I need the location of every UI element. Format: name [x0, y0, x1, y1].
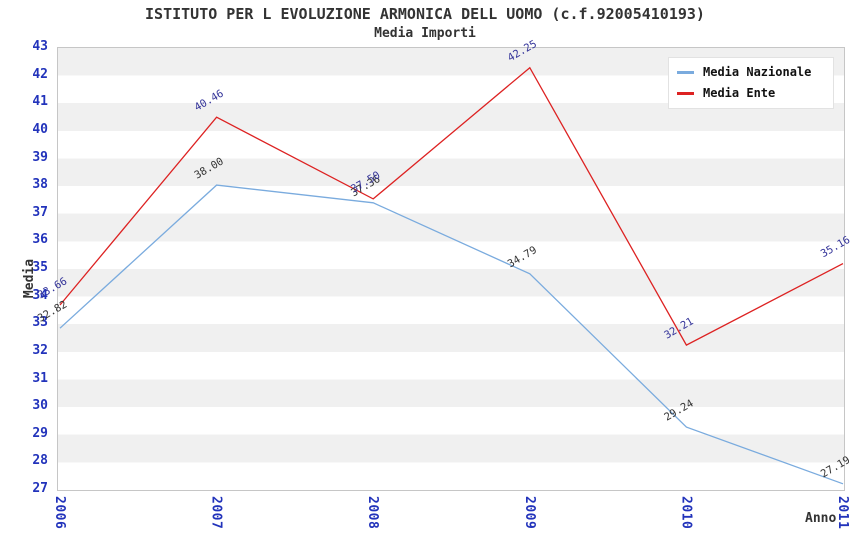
legend-label: Media Ente [703, 86, 776, 100]
y-tick-label: 28 [32, 453, 48, 469]
y-tick-label: 33 [32, 315, 48, 331]
media-ente-line-swatch-icon [677, 91, 694, 95]
x-tick-label: 2007 [208, 496, 224, 530]
x-tick-label: 2011 [835, 496, 850, 530]
y-tick-label: 37 [32, 204, 48, 220]
y-tick-label: 43 [32, 39, 48, 54]
legend-item-media-nazionale: Media Nazionale [677, 65, 825, 79]
y-tick-label: 30 [32, 398, 48, 414]
x-axis-label: Anno [805, 511, 837, 526]
x-tick-label: 2010 [678, 496, 694, 530]
chart-title: ISTITUTO PER L EVOLUZIONE ARMONICA DELL … [145, 5, 705, 23]
y-tick-label: 34 [32, 287, 48, 303]
y-tick-label: 42 [32, 66, 48, 82]
legend-item-media-ente: Media Ente [677, 86, 825, 100]
y-tick-label: 38 [32, 177, 48, 193]
media-nazionale-line-swatch-icon [677, 70, 694, 74]
y-tick-label: 36 [32, 232, 48, 248]
x-tick-label: 2009 [521, 496, 537, 530]
y-tick-label: 40 [32, 121, 48, 137]
x-tick-label: 2006 [52, 496, 67, 530]
y-tick-label: 39 [32, 149, 48, 165]
y-tick-label: 29 [32, 425, 48, 441]
y-tick-label: 41 [32, 94, 48, 110]
y-tick-label: 27 [32, 481, 48, 496]
legend: Media Nazionale Media Ente [668, 57, 834, 109]
y-tick-label: 35 [32, 260, 48, 275]
chart-subtitle: Media Importi [374, 26, 476, 41]
x-tick-label: 2008 [365, 496, 381, 530]
y-tick-label: 31 [32, 370, 48, 386]
legend-label: Media Nazionale [703, 65, 812, 79]
plot-area [57, 47, 845, 491]
y-tick-label: 32 [32, 342, 48, 358]
